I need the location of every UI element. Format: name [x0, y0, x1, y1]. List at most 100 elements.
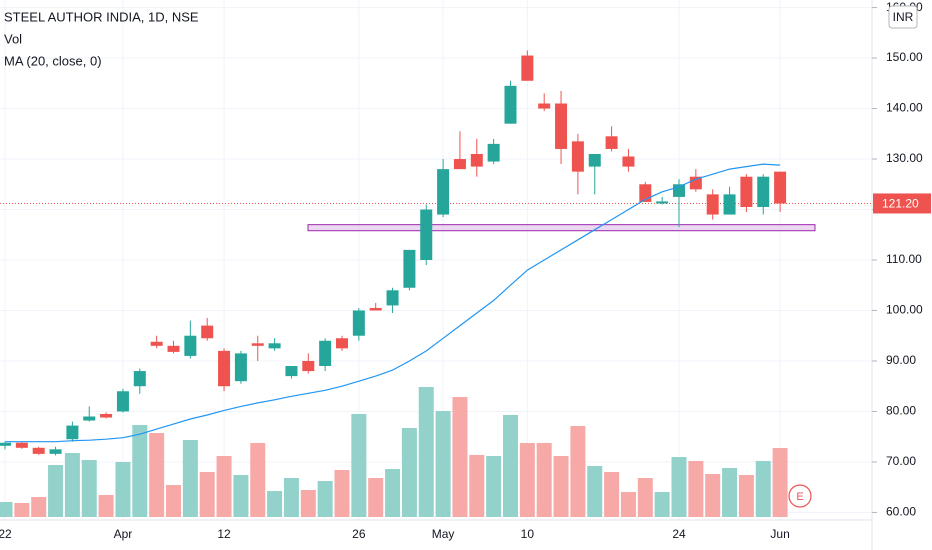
volume-bar	[722, 468, 738, 517]
candle-body	[521, 55, 534, 81]
y-tick-label: 130.00	[886, 151, 923, 165]
y-tick-label: 150.00	[886, 50, 923, 64]
volume-bar	[317, 481, 333, 517]
candle-body	[706, 194, 719, 215]
volume-bar	[64, 453, 80, 517]
candle-body	[302, 360, 315, 372]
x-tick-label: 22	[0, 527, 12, 541]
volume-bar	[418, 387, 434, 517]
candle-body	[15, 442, 28, 448]
y-tick-label: 140.00	[886, 101, 923, 115]
volume-bar	[0, 502, 13, 517]
volume-bar	[654, 492, 670, 517]
currency-label[interactable]: INR	[893, 10, 914, 24]
candle-body	[352, 310, 365, 336]
candle-body	[571, 141, 584, 172]
candle-body	[116, 391, 129, 412]
volume-bar	[334, 470, 350, 517]
y-tick-label: 70.00	[886, 454, 916, 468]
candle-body	[723, 194, 736, 215]
candle-body	[403, 249, 416, 288]
candle-body	[538, 103, 551, 109]
volume-bar	[519, 443, 535, 517]
candle-body	[470, 153, 483, 167]
volume-bar	[772, 448, 788, 517]
volume-bar	[688, 461, 704, 517]
volume-bar	[48, 465, 64, 517]
volume-bar	[267, 491, 283, 517]
volume-bar	[435, 411, 451, 517]
candle-body	[774, 171, 787, 204]
candle-body	[689, 176, 702, 190]
candle-body	[437, 169, 450, 215]
volume-bar	[738, 475, 754, 517]
last-price-tag	[873, 193, 931, 214]
grid	[0, 0, 872, 520]
event-label[interactable]: E	[796, 491, 803, 503]
indicator-label: Vol	[4, 31, 22, 46]
volume-bar	[149, 433, 165, 517]
price-pane	[0, 50, 872, 456]
volume-pane	[0, 387, 788, 517]
volume-bar	[385, 469, 401, 517]
candle-body	[32, 447, 45, 454]
volume-bar	[671, 457, 687, 517]
candle-body	[150, 341, 163, 346]
candle-body	[487, 143, 500, 162]
x-tick-label: 12	[217, 527, 231, 541]
candle-body	[218, 350, 231, 387]
volume-bar	[553, 456, 569, 517]
volume-bar	[166, 485, 181, 517]
volume-bar	[199, 472, 215, 517]
candle-body	[251, 343, 264, 346]
y-tick-label: 60.00	[886, 505, 916, 519]
candle-body	[420, 209, 433, 260]
volume-bar	[401, 428, 417, 517]
x-tick-label: Jun	[770, 527, 789, 541]
candle-body	[369, 307, 382, 311]
candle-body	[386, 290, 399, 306]
candle-body	[100, 413, 113, 418]
volume-bar	[115, 462, 131, 517]
volume-bar	[81, 460, 97, 517]
volume-bar	[604, 472, 620, 517]
volume-bar	[620, 492, 636, 517]
candle-body	[319, 340, 332, 367]
candle-body	[605, 136, 618, 149]
currency-box[interactable]	[888, 5, 918, 29]
last-price-label: 121.20	[882, 197, 919, 211]
candle-body	[740, 176, 753, 207]
chart-title: STEEL AUTHOR INDIA, 1D, NSE	[4, 9, 199, 24]
candle-body	[201, 325, 214, 339]
candle-body	[83, 416, 96, 421]
volume-bar	[14, 503, 30, 517]
volume-bar	[250, 443, 266, 517]
candle-body	[184, 335, 197, 356]
volume-bar	[486, 456, 502, 517]
volume-bar	[637, 478, 653, 517]
moving-average-line	[5, 163, 781, 443]
candle-body	[234, 353, 247, 382]
x-tick-label: May	[432, 527, 455, 541]
candle-body	[757, 176, 770, 207]
event-marker[interactable]	[788, 484, 812, 508]
volume-bar	[705, 474, 721, 517]
volume-bar	[132, 425, 148, 517]
volume-bar	[755, 461, 771, 517]
volume-bar	[182, 440, 198, 517]
x-tick-label: 26	[352, 527, 366, 541]
candle-body	[167, 345, 180, 352]
candle-body	[588, 153, 601, 167]
candle-body	[622, 156, 635, 167]
volume-bar	[98, 495, 114, 517]
candle-body	[66, 425, 79, 440]
x-tick-label: 10	[521, 527, 535, 541]
volume-bar	[31, 497, 47, 517]
candle-body	[49, 449, 62, 454]
volume-bar	[283, 478, 299, 517]
candle-body	[504, 85, 517, 124]
candle-body	[336, 338, 348, 349]
